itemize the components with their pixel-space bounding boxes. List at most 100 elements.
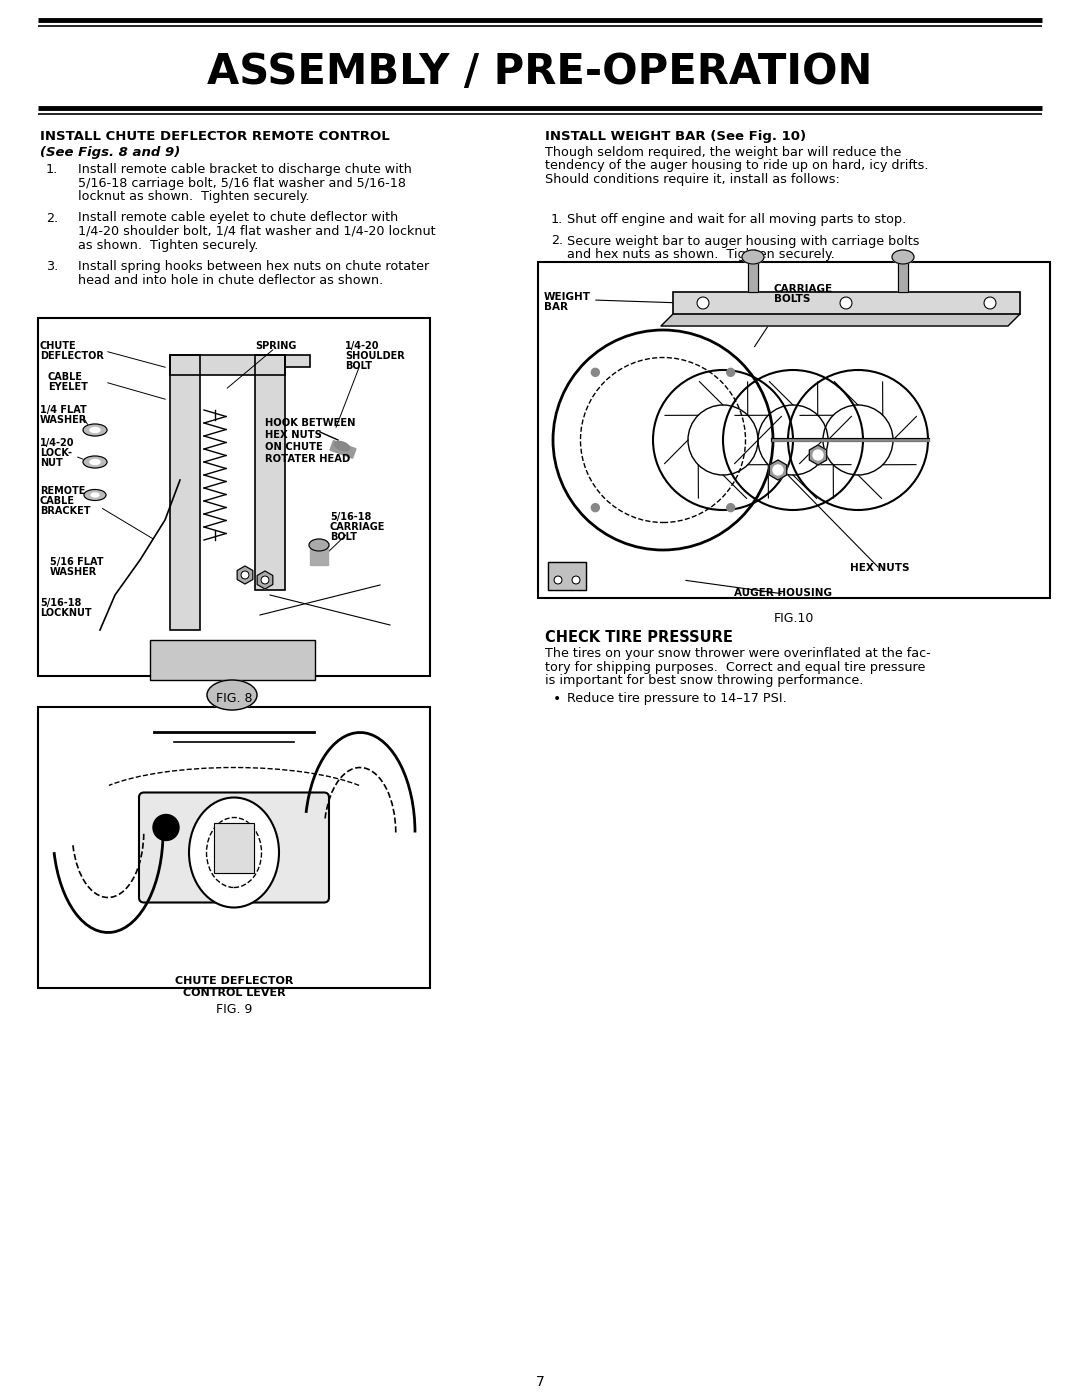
Circle shape (813, 450, 823, 460)
Bar (38, 319, 430, 676)
Text: 1/4-20: 1/4-20 (345, 341, 379, 351)
Ellipse shape (90, 460, 100, 464)
Text: REMOTE: REMOTE (40, 486, 85, 496)
Text: WEIGHT: WEIGHT (544, 292, 591, 302)
Ellipse shape (335, 441, 350, 451)
Text: CABLE: CABLE (40, 496, 75, 506)
Ellipse shape (84, 489, 106, 500)
Text: Secure weight bar to auger housing with carriage bolts: Secure weight bar to auger housing with … (567, 235, 919, 247)
Ellipse shape (892, 250, 914, 264)
Bar (255, 355, 285, 590)
Text: FIG. 8: FIG. 8 (216, 692, 253, 705)
Ellipse shape (83, 425, 107, 436)
Polygon shape (661, 314, 1020, 326)
Circle shape (727, 369, 734, 376)
Text: WASHER: WASHER (50, 567, 97, 577)
Text: HEX NUTS: HEX NUTS (850, 563, 909, 573)
Ellipse shape (91, 493, 99, 497)
Text: LOCK-: LOCK- (40, 448, 72, 458)
Circle shape (592, 369, 599, 376)
Text: ASSEMBLY / PRE-OPERATION: ASSEMBLY / PRE-OPERATION (207, 52, 873, 94)
Text: SPRING: SPRING (255, 341, 296, 351)
Circle shape (553, 330, 773, 550)
Text: FIG.10: FIG.10 (773, 612, 814, 624)
Bar (285, 355, 310, 367)
Text: LOCKNUT: LOCKNUT (40, 608, 92, 617)
Ellipse shape (309, 539, 329, 550)
Text: 5/16 FLAT: 5/16 FLAT (50, 557, 104, 567)
Bar (748, 257, 758, 292)
Bar (548, 562, 586, 590)
Circle shape (653, 370, 793, 510)
Bar (38, 707, 430, 988)
Circle shape (592, 504, 599, 511)
Text: BOLT: BOLT (345, 360, 372, 372)
Text: CHECK TIRE PRESSURE: CHECK TIRE PRESSURE (545, 630, 733, 645)
Text: 3.: 3. (45, 260, 58, 272)
Bar (285, 355, 310, 367)
Text: BOLTS: BOLTS (774, 293, 810, 305)
Circle shape (727, 504, 734, 511)
Text: Should conditions require it, install as follows:: Should conditions require it, install as… (545, 173, 840, 186)
Text: The tires on your snow thrower were overinflated at the fac-: The tires on your snow thrower were over… (545, 647, 931, 659)
Circle shape (554, 576, 562, 584)
Text: HEX NUTS: HEX NUTS (265, 430, 322, 440)
Bar (170, 355, 200, 630)
Text: CARRIAGE: CARRIAGE (774, 284, 833, 293)
Bar (538, 263, 1050, 598)
Text: 1/4-20 shoulder bolt, 1/4 flat washer and 1/4-20 locknut: 1/4-20 shoulder bolt, 1/4 flat washer an… (78, 225, 435, 237)
Text: ON CHUTE: ON CHUTE (265, 441, 323, 453)
Text: ROTATER HEAD: ROTATER HEAD (265, 454, 350, 464)
Text: Reduce tire pressure to 14–17 PSI.: Reduce tire pressure to 14–17 PSI. (567, 692, 786, 705)
Text: locknut as shown.  Tighten securely.: locknut as shown. Tighten securely. (78, 190, 310, 203)
Ellipse shape (189, 798, 279, 908)
FancyBboxPatch shape (139, 792, 329, 902)
Circle shape (261, 576, 269, 584)
Bar (897, 257, 908, 292)
Text: 2.: 2. (551, 235, 563, 247)
Bar (548, 562, 586, 590)
Text: NUT: NUT (40, 458, 63, 468)
Text: Install remote cable bracket to discharge chute with: Install remote cable bracket to discharg… (78, 163, 411, 176)
Ellipse shape (207, 680, 257, 710)
Text: (See Figs. 8 and 9): (See Figs. 8 and 9) (40, 147, 180, 159)
Bar (673, 292, 1020, 314)
Text: 7: 7 (536, 1375, 544, 1389)
Bar (214, 823, 254, 873)
Text: SHOULDER: SHOULDER (345, 351, 405, 360)
Text: 5/16-18 carriage bolt, 5/16 flat washer and 5/16-18: 5/16-18 carriage bolt, 5/16 flat washer … (78, 176, 406, 190)
Circle shape (241, 571, 249, 578)
Text: tory for shipping purposes.  Correct and equal tire pressure: tory for shipping purposes. Correct and … (545, 661, 926, 673)
Bar (310, 545, 328, 564)
Text: INSTALL WEIGHT BAR (See Fig. 10): INSTALL WEIGHT BAR (See Fig. 10) (545, 130, 806, 142)
Circle shape (788, 370, 928, 510)
Text: 1.: 1. (45, 163, 58, 176)
Text: BOLT: BOLT (330, 532, 357, 542)
Text: as shown.  Tighten securely.: as shown. Tighten securely. (78, 239, 258, 251)
Text: •: • (553, 692, 562, 705)
Bar (255, 355, 285, 590)
Text: DEFLECTOR: DEFLECTOR (40, 351, 104, 360)
Text: Though seldom required, the weight bar will reduce the: Though seldom required, the weight bar w… (545, 147, 902, 159)
Bar (150, 640, 315, 680)
Bar (214, 823, 254, 873)
Text: BRACKET: BRACKET (40, 506, 91, 515)
Text: INSTALL CHUTE DEFLECTOR REMOTE CONTROL: INSTALL CHUTE DEFLECTOR REMOTE CONTROL (40, 130, 390, 142)
Ellipse shape (83, 455, 107, 468)
Circle shape (840, 298, 852, 309)
Bar (170, 355, 285, 374)
Bar (748, 257, 758, 292)
Text: 2.: 2. (45, 211, 58, 225)
Text: CABLE: CABLE (48, 372, 83, 381)
Text: EYELET: EYELET (48, 381, 87, 393)
Circle shape (773, 465, 783, 475)
Circle shape (697, 298, 708, 309)
Text: WASHER: WASHER (40, 415, 87, 425)
Text: CHUTE: CHUTE (40, 341, 77, 351)
Text: is important for best snow throwing performance.: is important for best snow throwing perf… (545, 673, 863, 687)
Text: 5/16-18: 5/16-18 (40, 598, 81, 608)
Circle shape (153, 814, 179, 841)
Bar (150, 640, 315, 680)
Text: Install spring hooks between hex nuts on chute rotater: Install spring hooks between hex nuts on… (78, 260, 429, 272)
Text: head and into hole in chute deflector as shown.: head and into hole in chute deflector as… (78, 274, 383, 286)
